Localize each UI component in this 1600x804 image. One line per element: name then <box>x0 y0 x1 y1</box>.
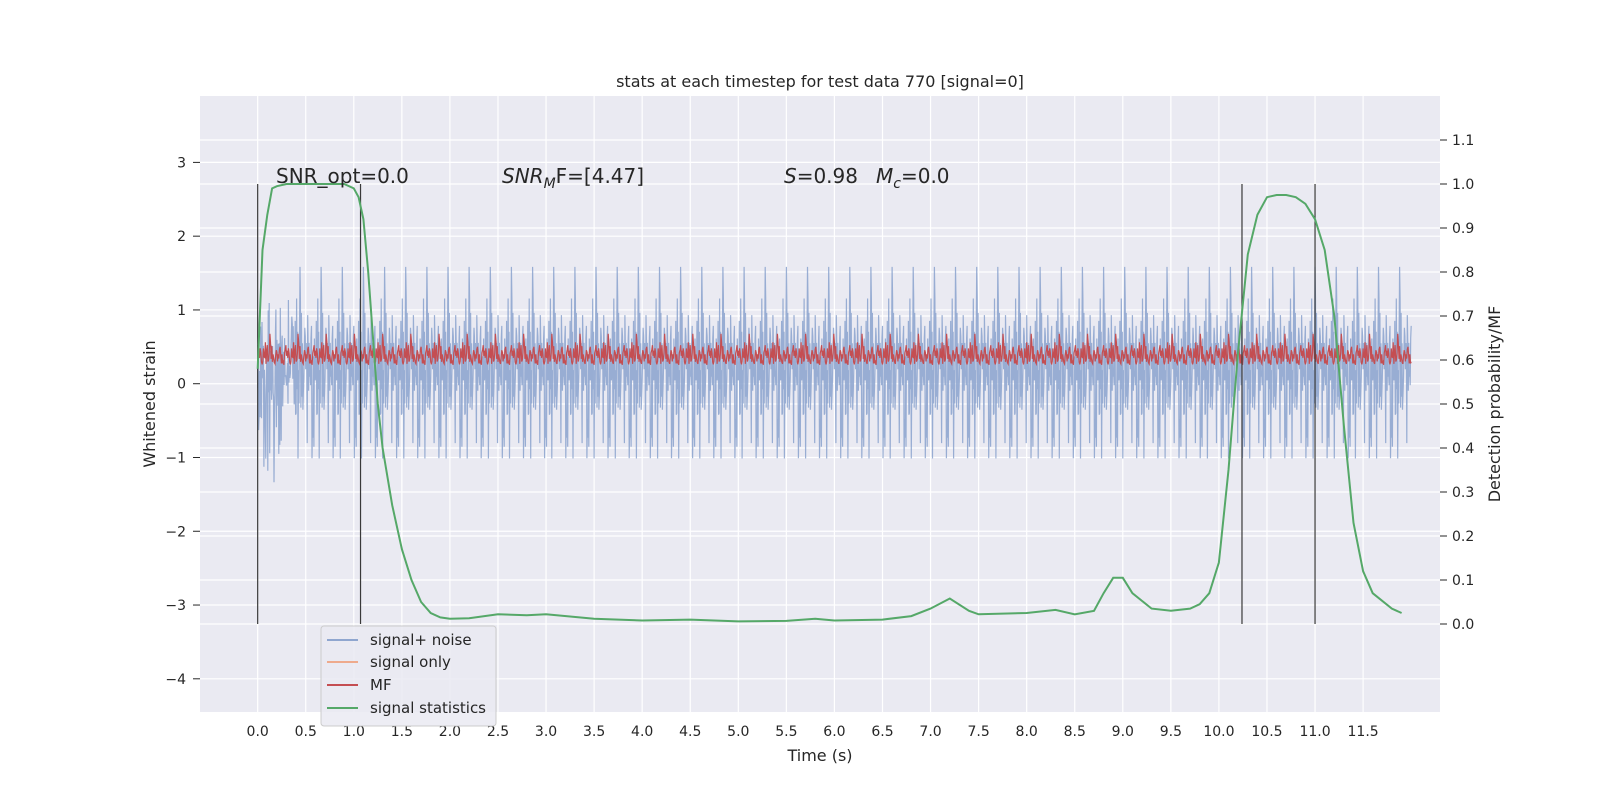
grid-layer <box>200 96 1440 712</box>
legend-label-signal-only: signal only <box>370 653 451 671</box>
y2-tick-label: 1.1 <box>1452 133 1474 149</box>
y-axis-label: Whitened strain <box>140 340 159 467</box>
x-tick-label: 3.5 <box>583 724 605 740</box>
y2-tick-label: 0.6 <box>1452 353 1474 369</box>
x-tick-label: 2.0 <box>439 724 461 740</box>
x-tick-label: 9.0 <box>1112 724 1134 740</box>
y-tick-label: −1 <box>165 450 186 466</box>
y2-tick-label: 0.7 <box>1452 309 1474 325</box>
x-tick-label: 0.0 <box>247 724 269 740</box>
x-tick-label: 2.5 <box>487 724 509 740</box>
y-tick-label: 1 <box>177 303 186 319</box>
y2-tick-label: 0.3 <box>1452 485 1474 501</box>
x-tick-label: 9.5 <box>1160 724 1182 740</box>
annotation-s-mc: S=0.98 Mc=0.0 <box>784 164 950 192</box>
x-tick-label: 3.0 <box>535 724 557 740</box>
annotation-s-rest: =0.98 <box>797 164 858 188</box>
x-tick-label: 8.5 <box>1064 724 1086 740</box>
x-tick-layer: 0.0 0.5 1.0 1.5 2.0 2.5 3.0 3.5 4.0 4.5 5.0 5.5 6.0 6… <box>247 724 1379 740</box>
x-axis-label: Time (s) <box>786 746 852 765</box>
annotation-mc-rest: =0.0 <box>901 164 950 188</box>
y-tick-label: 0 <box>177 377 186 393</box>
y2-tick-label: 0.9 <box>1452 221 1474 237</box>
y2-tick-label: 1.0 <box>1452 177 1474 193</box>
y2-axis-label: Detection probability/MF <box>1485 306 1504 503</box>
series-layer <box>256 183 1412 624</box>
x-tick-label: 8.0 <box>1016 724 1038 740</box>
y2-tick-label: 0.5 <box>1452 397 1474 413</box>
legend-box <box>320 625 497 727</box>
x-tick-label: 7.5 <box>967 724 989 740</box>
y-tick-label: −3 <box>165 598 186 614</box>
x-tick-label: 6.5 <box>871 724 893 740</box>
x-tick-label: 1.0 <box>343 724 365 740</box>
x-tick-label: 5.0 <box>727 724 749 740</box>
x-tick-label: 5.5 <box>775 724 797 740</box>
y2-tick-layer: 1.1 1.0 0.9 0.8 0.7 0.6 0.5 0.4 0.3 0.2 0.1 0.0 <box>1440 133 1474 633</box>
y-tick-label: 2 <box>177 229 186 245</box>
y2-tick-label: 0.1 <box>1452 573 1474 589</box>
y2-tick-label: 0.4 <box>1452 441 1474 457</box>
y-tick-label: −2 <box>165 524 186 540</box>
legend-label-signal-noise: signal+ noise <box>370 631 472 649</box>
x-tick-label: 10.0 <box>1203 724 1234 740</box>
chart-title: stats at each timestep for test data 770… <box>616 72 1024 91</box>
signal-noise-line <box>257 266 1412 483</box>
y-tick-label: 3 <box>177 155 186 171</box>
x-tick-label: 11.0 <box>1299 724 1330 740</box>
y-tick-label: −4 <box>165 672 186 688</box>
x-tick-label: 11.5 <box>1348 724 1379 740</box>
annotation-snr-mf-rest: F=[4.47] <box>556 164 644 188</box>
x-tick-label: 4.5 <box>679 724 701 740</box>
annotation-snr-mf-sub: M <box>544 176 556 192</box>
y2-tick-label: 0.2 <box>1452 529 1474 545</box>
x-tick-label: 1.5 <box>391 724 413 740</box>
legend-label-signal-statistics: signal statistics <box>370 699 486 717</box>
signal-statistics-line <box>256 183 1403 623</box>
annotation-snr-opt: SNR_opt=0.0 <box>276 164 409 188</box>
x-tick-label: 4.0 <box>631 724 653 740</box>
annotation-s-main: S <box>784 164 797 188</box>
x-tick-label: 7.0 <box>919 724 941 740</box>
x-tick-label: 6.0 <box>823 724 845 740</box>
legend-label-mf: MF <box>370 676 392 694</box>
x-tick-label: 0.5 <box>295 724 317 740</box>
annotation-mc-main: M <box>876 164 893 188</box>
y2-tick-label: 0.0 <box>1452 617 1474 633</box>
mf-line <box>257 333 1412 367</box>
annotation-snr-mf-main: SNR <box>502 164 544 188</box>
y2-tick-label: 0.8 <box>1452 265 1474 281</box>
annotation-mc-sub: c <box>893 176 901 192</box>
legend: signal+ noise signal only MF signal stat… <box>320 625 497 727</box>
annotation-snr-mf: SNRMF=[4.47] <box>502 164 644 192</box>
y-tick-layer: 3 2 1 0 −1 −2 −3 −4 <box>165 155 200 688</box>
x-tick-label: 10.5 <box>1251 724 1282 740</box>
